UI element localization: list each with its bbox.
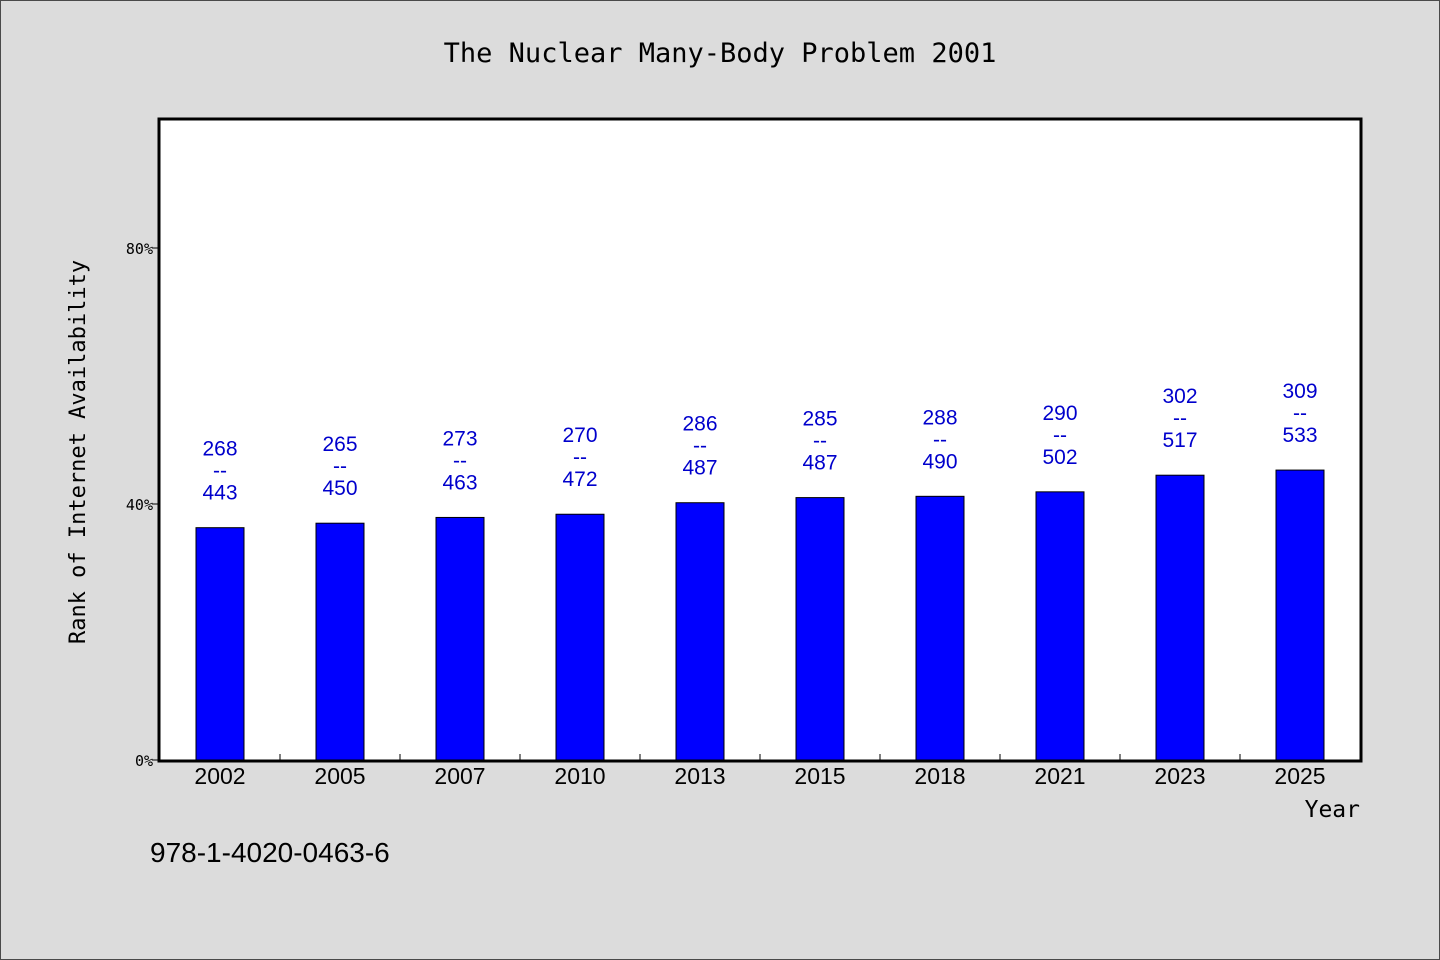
bar-2023 [1155, 474, 1205, 761]
axis-ticks: 2002 2005 2007 2010 2013 2015 2018 2021 2023 2025… [126, 240, 1326, 789]
y-axis-label: Rank of Internet Availability [66, 260, 91, 644]
footer-isbn: 978-1-4020-0463-6 [150, 837, 390, 868]
x-tick-label: 2021 [1034, 763, 1085, 789]
x-tick-label: 2018 [914, 763, 965, 789]
bar-label-top: 309 [1282, 380, 1317, 403]
bar-2010 [555, 513, 605, 761]
bar-label-top: 286 [682, 413, 717, 436]
bar-label-separator: -- [573, 446, 587, 469]
x-tick-label: 2007 [434, 763, 485, 789]
x-tick-label: 2015 [794, 763, 845, 789]
bar-2007 [435, 516, 485, 761]
x-tick-label: 2005 [314, 763, 365, 789]
bars-group: 268--443265--450273--463270--472286--487… [195, 380, 1325, 761]
bar-label-bottom: 487 [802, 452, 837, 475]
bar-label-separator: -- [1053, 424, 1067, 447]
bar-label-top: 302 [1162, 385, 1197, 408]
bar-2015 [795, 497, 845, 761]
bar-label-bottom: 450 [322, 477, 357, 500]
x-axis-label: Year [1305, 797, 1360, 823]
bar-label-top: 288 [922, 406, 957, 429]
y-tick-label: 80% [126, 240, 153, 258]
bar-label-separator: -- [693, 435, 707, 458]
bar-label-separator: -- [333, 455, 347, 478]
x-tick-label: 2025 [1274, 763, 1325, 789]
bar-2025 [1275, 469, 1325, 761]
bar-label-bottom: 502 [1042, 446, 1077, 469]
bar-label-separator: -- [453, 449, 467, 472]
x-tick-label: 2023 [1154, 763, 1205, 789]
bar-label-top: 270 [562, 424, 597, 447]
bar-label-top: 290 [1042, 402, 1077, 425]
bar-label-separator: -- [213, 460, 227, 483]
bar-2005 [315, 522, 365, 761]
bar-2002 [195, 527, 245, 761]
x-tick-label: 2013 [674, 763, 725, 789]
y-tick-label: 0% [135, 752, 153, 770]
bar-label-top: 265 [322, 433, 357, 456]
bar-label-separator: -- [933, 428, 947, 451]
bar-label-separator: -- [1173, 407, 1187, 430]
bar-label-bottom: 517 [1162, 429, 1197, 452]
x-tick-label: 2002 [194, 763, 245, 789]
bar-label-bottom: 490 [922, 450, 957, 473]
y-tick-label: 40% [126, 496, 153, 514]
bar-label-bottom: 472 [562, 468, 597, 491]
bar-label-bottom: 463 [442, 471, 477, 494]
bar-label-separator: -- [1293, 402, 1307, 425]
x-tick-label: 2010 [554, 763, 605, 789]
bar-label-bottom: 533 [1282, 424, 1317, 447]
bar-label-top: 273 [442, 427, 477, 450]
bar-2018 [915, 495, 965, 761]
bar-label-top: 285 [802, 408, 837, 431]
bar-label-bottom: 487 [682, 457, 717, 480]
chart-title: The Nuclear Many-Body Problem 2001 [444, 38, 997, 69]
bar-2013 [675, 502, 725, 761]
bar-2021 [1035, 491, 1085, 761]
bar-label-bottom: 443 [202, 482, 237, 505]
bar-label-top: 268 [202, 438, 237, 461]
bar-label-separator: -- [813, 430, 827, 453]
